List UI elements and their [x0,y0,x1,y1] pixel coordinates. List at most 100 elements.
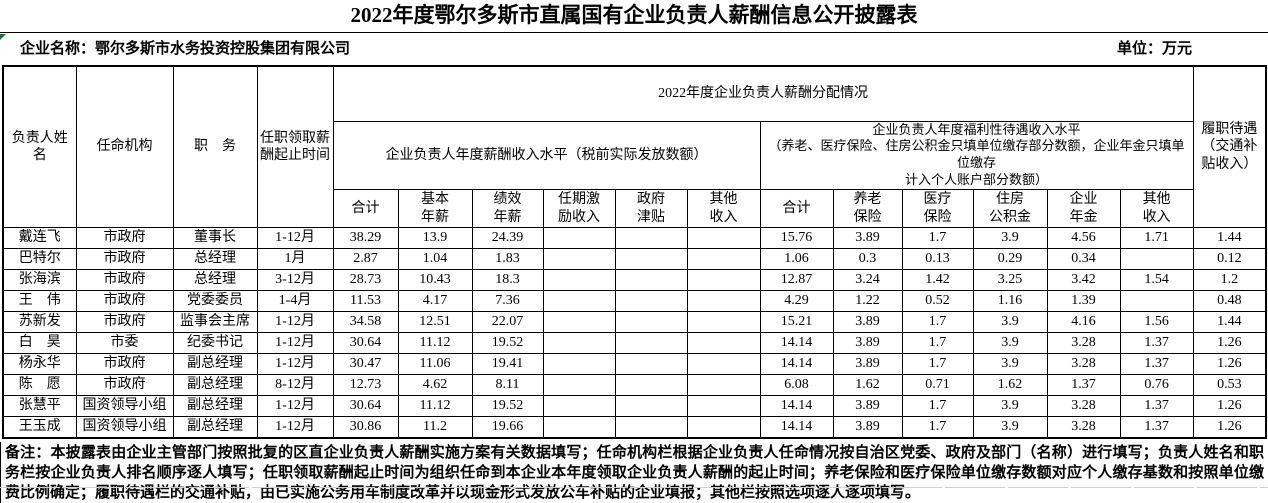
cell-govt-allowance [614,290,688,313]
cell-period: 1-4月 [256,290,334,313]
header-span-distribution: 2022年度企业负责人薪酬分配情况 [332,65,1194,122]
cell-base-salary: 4.62 [397,374,473,397]
cell-annuity: 3.28 [1046,395,1121,418]
cell-performance-salary: 18.3 [471,269,544,292]
cell-other-income [686,311,761,334]
cell-welfare-total: 14.14 [759,332,834,355]
cell-welfare-total: 14.14 [759,416,834,439]
cell-name: 戴连飞 [2,227,77,250]
cell-govt-allowance [614,353,688,376]
cell-agency: 市委 [75,332,174,355]
cell-welfare-other: 1.37 [1119,395,1194,418]
cell-period: 8-12月 [256,374,334,397]
cell-other-income [686,248,761,271]
cell-tenure-incentive [542,290,616,313]
cell-housing-fund: 0.29 [972,248,1048,271]
cell-housing-fund: 3.9 [972,353,1048,376]
cell-performance-salary: 19.41 [471,353,544,376]
cell-name: 杨永华 [2,353,77,376]
cell-other-income [686,269,761,292]
header-annuity: 企业 年金 [1046,189,1121,229]
page-title: 2022年度鄂尔多斯市直属国有企业负责人薪酬信息公开披露表 [0,0,1268,33]
cell-position: 党委委员 [172,290,258,313]
cell-base-salary: 4.17 [397,290,473,313]
cell-performance-salary: 19.52 [471,395,544,418]
cell-agency: 国资领导小组 [75,395,174,418]
cell-medical: 0.52 [901,290,974,313]
cell-tenure-incentive [542,269,616,292]
cell-period: 1-12月 [256,353,334,376]
cell-welfare-total: 4.29 [759,290,834,313]
cell-annuity: 4.16 [1046,311,1121,334]
cell-pension: 3.89 [832,227,903,250]
header-period: 任职领取薪 酬起止时间 [256,65,334,229]
cell-govt-allowance [614,332,688,355]
company-name-label: 企业名称：鄂尔多斯市水务投资控股集团有限公司 [20,41,351,57]
table-header: 负责人姓名 任命机构 职 务 任职领取薪 酬起止时间 2022年度企业负责人薪酬… [2,65,1267,229]
cell-other-income [686,353,761,376]
cell-agency: 市政府 [75,248,174,271]
cell-name: 苏新发 [2,311,77,334]
header-govt-allowance: 政府 津贴 [614,189,688,229]
cell-other-income [686,332,761,355]
cell-govt-allowance [614,227,688,250]
cell-pension: 3.89 [832,311,903,334]
cell-duty-allowance: 0.53 [1192,374,1267,397]
cell-tenure-incentive [542,416,616,439]
cell-salary-total: 38.29 [332,227,399,250]
cell-name: 张海滨 [2,269,77,292]
cell-pension: 1.62 [832,374,903,397]
cell-agency: 市政府 [75,311,174,334]
cell-salary-total: 30.47 [332,353,399,376]
cell-position: 纪委书记 [172,332,258,355]
cell-housing-fund: 3.9 [972,311,1048,334]
cell-position: 副总经理 [172,353,258,376]
cell-duty-allowance: 0.12 [1192,248,1267,271]
cell-medical: 1.42 [901,269,974,292]
cell-govt-allowance [614,311,688,334]
cell-position: 总经理 [172,248,258,271]
cell-salary-total: 30.64 [332,395,399,418]
cell-salary-total: 34.58 [332,311,399,334]
table-row: 杨永华 市政府 副总经理 1-12月 30.47 11.06 19.41 14.14 3.89 1… [2,353,1267,376]
cell-medical: 1.7 [901,227,974,250]
cell-pension: 3.89 [832,416,903,439]
header-other-income: 其他 收入 [686,189,761,229]
cell-welfare-total: 14.14 [759,395,834,418]
cell-welfare-total: 12.87 [759,269,834,292]
cell-govt-allowance [614,395,688,418]
cell-position: 董事长 [172,227,258,250]
cell-name: 陈 愿 [2,374,77,397]
table-row: 王玉成 国资领导小组 副总经理 1-12月 30.86 11.2 19.66 14.14 3.8… [2,416,1267,439]
cell-annuity: 3.28 [1046,332,1121,355]
cell-position: 副总经理 [172,416,258,439]
cell-base-salary: 1.04 [397,248,473,271]
cell-welfare-other: 0.76 [1119,374,1194,397]
cell-base-salary: 11.06 [397,353,473,376]
cell-pension: 1.22 [832,290,903,313]
footnote: 备注：本披露表由企业主管部门按照批复的区直企业负责人薪酬实施方案有关数据填写；任… [0,441,1264,503]
header-duty-allowance: 履职待遇 （交通补 贴收入） [1192,65,1267,229]
cell-period: 1-12月 [256,311,334,334]
table-row: 陈 愿市政府 副总经理 8-12月 12.73 4.62 8.11 6.08 1.62 0.71… [2,374,1267,397]
cell-other-income [686,374,761,397]
cell-medical: 1.7 [901,395,974,418]
cell-base-salary: 13.9 [397,227,473,250]
cell-pension: 3.89 [832,353,903,376]
cell-annuity: 3.28 [1046,416,1121,439]
cell-agency: 国资领导小组 [75,416,174,439]
cell-duty-allowance: 1.44 [1192,227,1267,250]
cell-housing-fund: 3.9 [972,416,1048,439]
cell-name: 王 伟 [2,290,77,313]
table-row: 张慧平 国资领导小组 副总经理 1-12月 30.64 11.12 19.52 14.14 3.… [2,395,1267,418]
excel-gridline-stubs [0,487,1268,488]
cell-salary-total: 30.86 [332,416,399,439]
cell-performance-salary: 7.36 [471,290,544,313]
cell-medical: 1.7 [901,332,974,355]
cell-housing-fund: 3.9 [972,227,1048,250]
cell-other-income [686,227,761,250]
cell-other-income [686,416,761,439]
table-row: 戴连飞 市政府 董事长 1-12月 38.29 13.9 24.39 15.76 3.89 1.7… [2,227,1267,250]
table-row: 白 昊市委 纪委书记 1-12月 30.64 11.12 19.52 14.14 3.89 1.… [2,332,1267,355]
cell-salary-total: 12.73 [332,374,399,397]
